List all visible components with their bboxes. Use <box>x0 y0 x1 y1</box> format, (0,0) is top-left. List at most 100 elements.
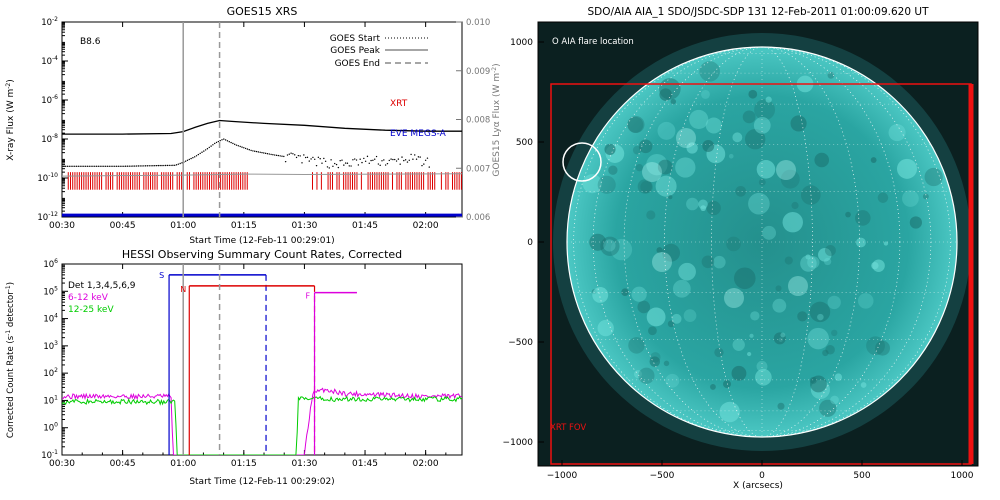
goes-short-channel-point <box>206 148 209 150</box>
hessi-series-group <box>62 264 462 455</box>
goes-short-channel-point <box>223 138 225 140</box>
goes-short-channel-point <box>374 158 376 160</box>
aia-surface-feature <box>665 373 680 388</box>
goes-short-channel-point <box>275 154 278 157</box>
goes-short-channel-point <box>70 165 72 167</box>
aia-surface-feature <box>762 225 777 240</box>
aia-surface-feature <box>822 349 829 357</box>
goes-short-channel-point <box>64 165 67 167</box>
aia-surface-feature <box>845 211 851 218</box>
goes-short-channel-point <box>355 159 358 161</box>
aia-surface-feature <box>871 261 879 270</box>
goes-short-channel-point <box>110 165 112 167</box>
goes-ytick-label: 10-8 <box>41 133 58 145</box>
aia-surface-feature <box>582 174 602 194</box>
goes-short-channel-point <box>361 161 363 164</box>
goes-short-channel-point <box>426 157 429 159</box>
aia-surface-feature <box>600 236 620 256</box>
aia-surface-feature <box>713 255 726 269</box>
aia-surface-feature <box>656 247 663 254</box>
goes-short-channel-point <box>188 158 190 161</box>
goes-short-channel-point <box>97 165 100 167</box>
goes-short-channel-point <box>423 163 425 165</box>
goes-short-channel-point <box>399 163 401 165</box>
aia-surface-feature <box>706 200 721 216</box>
goes-ylabel-left: X-ray Flux (W m-2) <box>5 79 16 160</box>
goes-short-channel-point <box>337 166 340 169</box>
hessi-plot-frame <box>61 263 463 456</box>
aia-surface-feature <box>749 333 754 338</box>
goes-short-channel-point <box>101 165 103 167</box>
goes-short-channel-point <box>94 165 96 167</box>
goes-short-channel-point <box>126 165 129 167</box>
aia-surface-feature <box>610 238 633 261</box>
goes-short-channel-point <box>328 167 330 169</box>
aia-surface-feature <box>922 193 929 200</box>
aia-surface-feature <box>657 159 673 175</box>
goes-short-channel-point <box>334 162 336 165</box>
aia-surface-feature <box>637 179 652 194</box>
aia-surface-feature <box>627 116 644 133</box>
aia-surface-feature <box>775 285 782 292</box>
aia-longitude-line <box>711 46 813 438</box>
aia-longitude-line <box>592 46 932 438</box>
goes-short-channel-point <box>246 148 249 150</box>
aia-surface-feature <box>675 157 696 178</box>
goes-short-channel-point <box>135 165 138 167</box>
hessi-series-1 <box>62 395 462 455</box>
hessi-xtick-label: 00:30 <box>49 459 75 469</box>
aia-surface-feature <box>888 124 906 142</box>
goes-short-channel-point <box>143 165 145 167</box>
aia-surface-feature <box>807 327 830 350</box>
goes-short-channel-point <box>270 153 272 156</box>
goes-short-channel-point <box>310 158 312 160</box>
aia-fov-label: XRT FOV <box>550 423 586 433</box>
hessi-series-0 <box>62 387 462 455</box>
goes-short-channel-point <box>84 165 87 167</box>
goes-short-channel-point <box>254 150 256 152</box>
goes-short-channel-point <box>224 139 227 141</box>
aia-surface-feature <box>701 90 710 99</box>
goes-short-channel-point <box>283 155 285 158</box>
goes-short-channel-point <box>75 165 78 167</box>
aia-surface-feature <box>728 153 734 159</box>
hessi-ylabel: Corrected Count Rate (s-1 detector-1) <box>5 282 16 438</box>
aia-ytick-label: 1000 <box>510 38 533 48</box>
goes-short-channel-point <box>237 145 240 147</box>
hessi-ytick-label: 104 <box>43 313 58 325</box>
goes-short-channel-point <box>375 155 378 158</box>
goes-short-channel-point <box>339 160 341 162</box>
goes-short-channel-point <box>419 156 421 158</box>
aia-surface-feature <box>604 143 616 155</box>
aia-surface-feature <box>748 192 770 215</box>
aia-limb <box>566 46 958 438</box>
goes-short-channel-point <box>297 154 300 157</box>
aia-surface-feature <box>857 293 874 309</box>
hessi-legend-low: 6-12 keV <box>68 293 109 303</box>
aia-axes: −1000 −500 0 500 1000 −1000 −500 0 500 1000 <box>503 38 974 481</box>
aia-flare-legend: O AIA flare location <box>552 37 634 47</box>
goes-short-channel-point <box>184 160 187 162</box>
aia-ytick-label: 500 <box>516 138 533 148</box>
goes-short-channel-point <box>168 164 170 167</box>
aia-surface-feature <box>628 337 645 354</box>
aia-surface-feature <box>750 311 760 321</box>
goes-xtick-label: 00:30 <box>49 221 75 231</box>
aia-surface-feature <box>650 352 661 363</box>
goes-short-channel-point <box>195 155 198 157</box>
goes-short-channel-point <box>381 160 383 162</box>
goes-xlabel: Start Time (12-Feb-11 00:29:01) <box>189 236 334 246</box>
aia-surface-feature <box>603 239 616 252</box>
hessi-flag-label-F: F <box>306 292 311 301</box>
hessi-dynamic-layer: 00:30 00:45 01:00 01:15 01:30 01:45 02:00 10-1 1… <box>41 258 462 469</box>
goes-short-channel-point <box>274 154 276 156</box>
goes-short-channel-point <box>252 150 254 152</box>
aia-active-region <box>652 252 672 272</box>
goes-short-channel-point <box>157 164 160 167</box>
goes-short-channel-point <box>104 165 107 167</box>
goes-short-channel-point <box>248 149 250 151</box>
goes-short-channel-point <box>263 152 265 154</box>
goes-short-channel-point <box>123 165 125 167</box>
goes-short-channel-point <box>159 164 161 167</box>
